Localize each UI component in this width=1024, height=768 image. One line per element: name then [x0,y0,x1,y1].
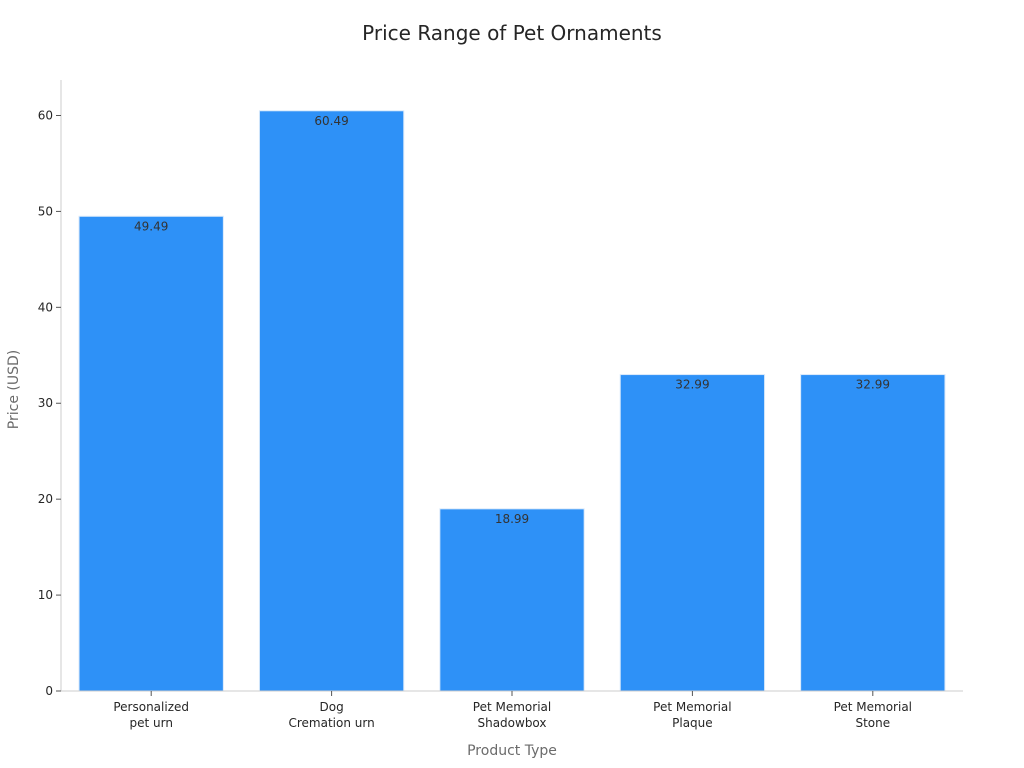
x-tick-label: Pet Memorial Plaque [653,700,731,730]
bar-value-label: 32.99 [675,378,709,392]
bar [78,215,224,692]
bar [439,508,585,692]
x-tick-label: Pet Memorial Shadowbox [473,700,551,730]
bar-value-label: 60.49 [314,114,348,128]
y-tick-label: 60 [38,108,53,122]
y-tick-label: 50 [38,204,53,218]
y-axis-label: Price (USD) [6,350,22,429]
y-tick-label: 10 [38,588,53,602]
x-tick-label: Pet Memorial Stone [834,700,912,730]
bar [258,110,405,692]
y-tick-label: 0 [45,684,53,698]
bar [619,374,766,692]
bar-value-label: 32.99 [856,378,890,392]
x-tick-label: Dog Cremation urn [288,700,374,730]
x-axis: Personalized pet urn Dog Cremation urn Pet M… [61,690,963,759]
y-ticks: 0 10 20 30 40 50 60 [38,108,61,698]
bar-value-label: 49.49 [134,219,168,233]
y-tick-label: 40 [38,300,53,314]
x-axis-label: Product Type [467,743,557,759]
x-tick-label: Personalized pet urn [113,700,189,730]
y-axis: 0 10 20 30 40 50 60 Price (USD) [6,80,62,698]
bar-value-label: 18.99 [495,512,529,526]
y-tick-label: 30 [38,396,53,410]
data-labels: 49.49 60.49 18.99 32.99 32.99 [134,114,890,526]
bar [800,374,946,692]
y-tick-label: 20 [38,492,53,506]
chart-title: Price Range of Pet Ornaments [362,21,662,45]
x-ticks: Personalized pet urn Dog Cremation urn Pet M… [113,691,912,730]
bars [78,110,946,692]
